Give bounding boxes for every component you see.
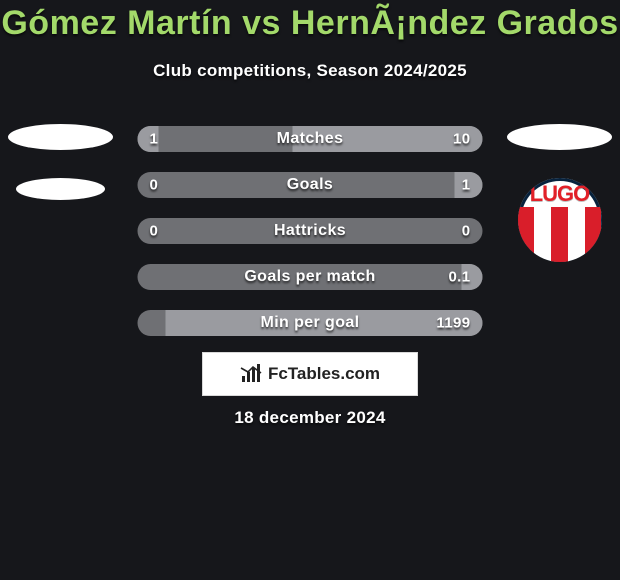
stat-bar: Goals per match 0.1 xyxy=(138,264,483,290)
team-logo-stripes xyxy=(518,207,602,262)
stat-right-value: 10 xyxy=(453,131,471,148)
stat-name: Goals xyxy=(287,176,333,194)
stat-right-value: 0.1 xyxy=(448,269,470,286)
stat-name: Goals per match xyxy=(244,268,375,286)
stat-bar: Goals 0 1 xyxy=(138,172,483,198)
stat-bar: Matches 1 10 xyxy=(138,126,483,152)
left-team-badge xyxy=(8,124,113,150)
right-team-badge xyxy=(507,124,612,150)
comparison-bars: Matches 1 10 Goals 0 1 Hattricks 0 0 Goals per ma… xyxy=(138,126,483,336)
stat-right-value: 0 xyxy=(462,223,471,240)
footer-brand-text: FcTables.com xyxy=(268,364,380,384)
stat-right-value: 1199 xyxy=(436,315,470,332)
stat-left-value: 0 xyxy=(150,177,159,194)
bar-chart-icon xyxy=(240,364,264,384)
footer-attribution: FcTables.com xyxy=(202,352,418,396)
stat-left-value: 0 xyxy=(150,223,159,240)
stat-bar: Hattricks 0 0 xyxy=(138,218,483,244)
stat-name: Hattricks xyxy=(274,222,346,240)
stat-name: Matches xyxy=(277,130,344,148)
stat-name: Min per goal xyxy=(260,314,359,332)
stat-bar: Min per goal 1199 xyxy=(138,310,483,336)
page-title: Gómez Martín vs HernÃ¡ndez Grados xyxy=(0,0,620,43)
left-badge-stack xyxy=(8,124,113,200)
right-badge-stack: LUGO xyxy=(507,124,612,262)
stat-left-value: 1 xyxy=(150,131,159,148)
stat-right-value: 1 xyxy=(462,177,471,194)
subtitle: Club competitions, Season 2024/2025 xyxy=(0,61,620,81)
right-team-logo: LUGO xyxy=(518,178,602,262)
team-logo-text: LUGO xyxy=(518,178,602,207)
left-team-badge xyxy=(16,178,105,200)
footer-date: 18 december 2024 xyxy=(0,408,620,428)
